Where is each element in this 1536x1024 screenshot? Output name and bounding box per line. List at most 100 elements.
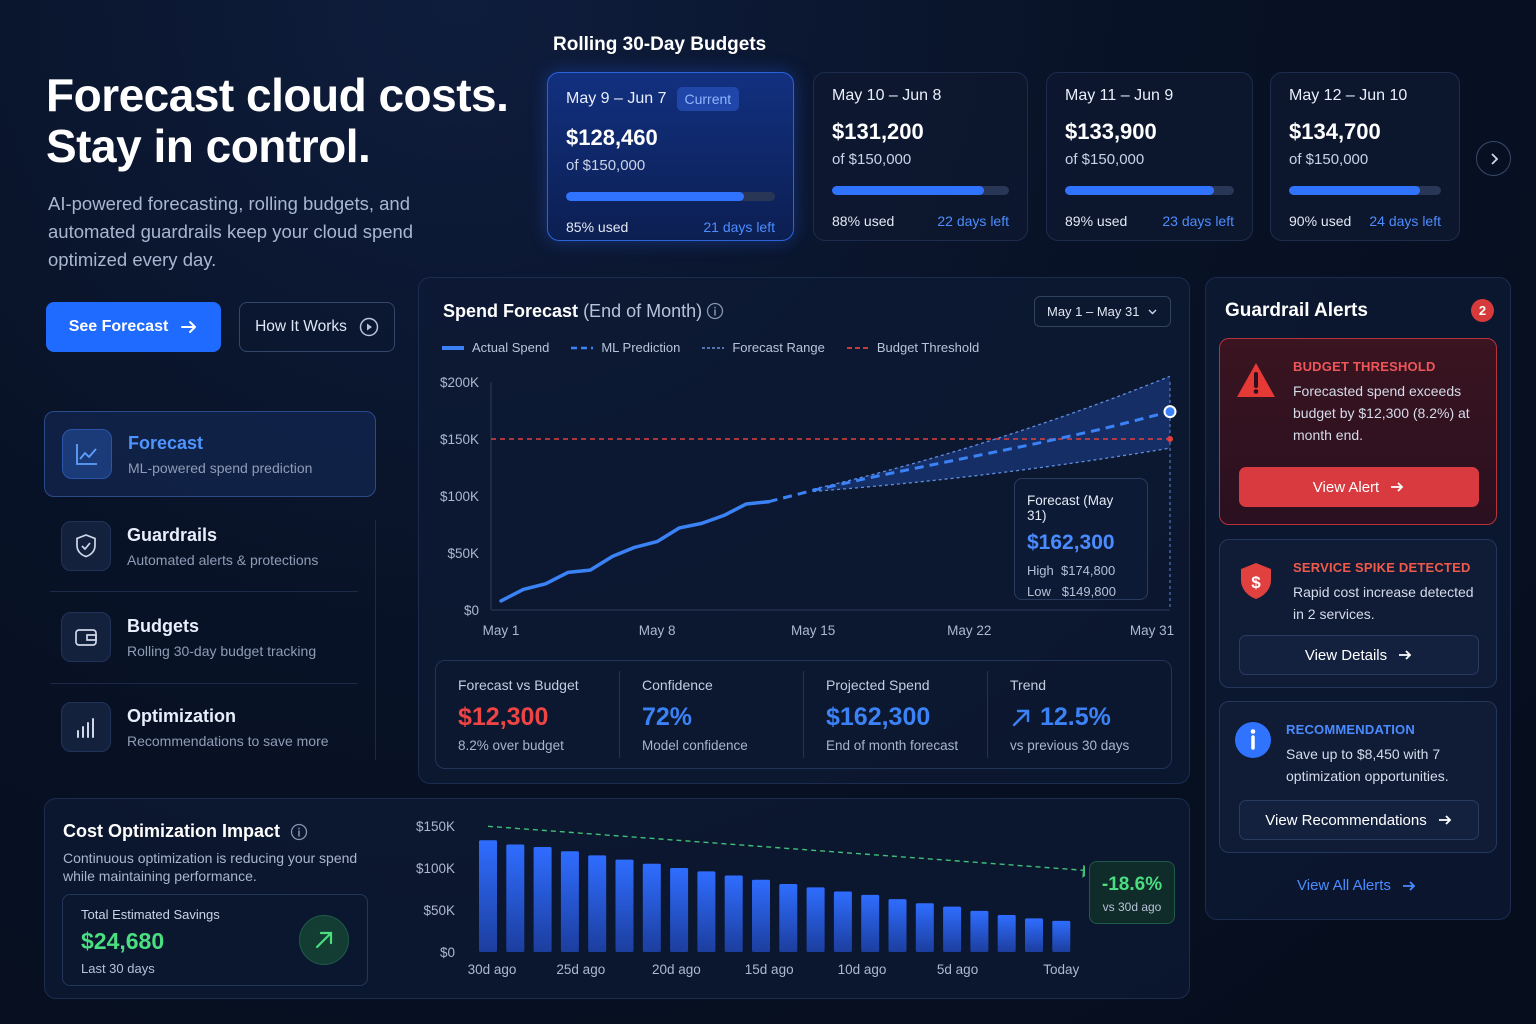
budgets-title: Rolling 30-Day Budgets — [553, 34, 767, 55]
view-alert-button[interactable]: View Alert — [1239, 467, 1479, 507]
view-recommendations-label: View Recommendations — [1265, 811, 1427, 829]
budget-progress-fill — [1065, 186, 1214, 195]
bar — [588, 855, 607, 952]
forecast-title: Spend Forecast (End of Month) — [443, 301, 702, 322]
stat-label: Forecast vs Budget — [458, 677, 579, 693]
stat-label: Trend — [1010, 677, 1047, 693]
stat-sub: vs previous 30 days — [1010, 738, 1130, 753]
next-button[interactable] — [1476, 141, 1511, 176]
stat-projected-spend: Projected Spend $162,300 End of month fo… — [803, 671, 987, 758]
forecast-tooltip: Forecast (May 31) $162,300 High $174,800… — [1014, 478, 1148, 600]
stat-confidence: Confidence 72% Model confidence — [619, 671, 803, 758]
how-it-works-button[interactable]: How It Works — [239, 302, 395, 352]
stat-value: 72% — [642, 703, 693, 731]
warning-icon — [1237, 363, 1275, 397]
x-tick-label: 30d ago — [468, 962, 517, 977]
budget-card[interactable]: May 11 – Jun 9 $133,900 of $150,000 89% … — [1046, 72, 1253, 241]
forecast-range-lower — [813, 447, 1171, 493]
info-icon[interactable] — [290, 823, 308, 841]
tooltip-title: Forecast (May 31) — [1027, 493, 1114, 523]
x-tick-label: May 8 — [639, 623, 676, 638]
stat-label: Projected Spend — [826, 677, 930, 693]
arrow-right-icon — [1402, 880, 1416, 891]
x-tick-label: May 22 — [947, 623, 991, 638]
date-range-select[interactable]: May 1 – May 31 — [1034, 296, 1171, 327]
savings-label: Total Estimated Savings — [81, 907, 220, 922]
savings-value: $24,680 — [81, 928, 165, 954]
nav-item-desc: Rolling 30-day budget tracking — [127, 642, 317, 659]
y-tick-label: $100K — [440, 489, 479, 504]
forecast-range-upper — [813, 375, 1171, 490]
budget-card[interactable]: May 10 – Jun 8 $131,200 of $150,000 88% … — [813, 72, 1028, 241]
legend-label: Actual Spend — [472, 340, 550, 355]
arrow-right-icon — [1391, 482, 1404, 492]
alert-text: Forecasted spend exceeds budget by $12,3… — [1293, 383, 1470, 443]
legend-item: Forecast Range — [702, 340, 825, 355]
budget-amount: $131,200 — [832, 119, 924, 144]
bars-icon — [61, 702, 111, 752]
nav-item-guardrails[interactable]: Guardrails Automated alerts & protections — [44, 503, 376, 589]
budget-range: May 12 – Jun 10 — [1289, 87, 1408, 104]
threshold-end-point — [1167, 436, 1173, 442]
how-it-works-label: How It Works — [255, 318, 347, 335]
bar — [506, 844, 525, 952]
svg-text:$: $ — [1251, 573, 1261, 592]
play-circle-icon — [359, 317, 379, 337]
legend-swatch-actual — [442, 345, 464, 350]
budget-card[interactable]: May 12 – Jun 10 $134,700 of $150,000 90%… — [1270, 72, 1460, 241]
trend-arrowhead — [1082, 864, 1085, 878]
actual-spend-line — [499, 499, 771, 603]
view-details-button[interactable]: View Details — [1239, 635, 1479, 675]
info-icon[interactable] — [706, 302, 724, 320]
nav-item-forecast[interactable]: Forecast ML-powered spend prediction — [44, 411, 376, 497]
view-recommendations-button[interactable]: View Recommendations — [1239, 800, 1479, 840]
forecast-range-band — [813, 376, 1170, 492]
bar — [970, 910, 989, 952]
spend-forecast-chart: $0 $50K $100K $150K $200K May 1 May 8 May 15 May… — [440, 375, 1177, 638]
stat-value: $12,300 — [458, 703, 549, 731]
bar — [642, 863, 661, 952]
bar — [670, 868, 689, 952]
budget-used: 90% used — [1289, 213, 1352, 229]
nav-item-budgets[interactable]: Budgets Rolling 30-day budget tracking — [44, 594, 376, 680]
x-tick-label: Today — [1043, 962, 1079, 977]
arrow-right-icon — [1399, 650, 1412, 660]
nav-item-optimization[interactable]: Optimization Recommendations to save more — [44, 684, 376, 770]
budget-amount: $128,460 — [566, 125, 658, 150]
y-tick-label: $0 — [440, 945, 455, 960]
budget-days-left: 22 days left — [937, 213, 1009, 229]
bar — [779, 883, 798, 952]
stat-label: Confidence — [642, 677, 713, 693]
chevron-right-icon — [1490, 152, 1498, 165]
stat-value: $162,300 — [826, 703, 931, 731]
alert-title: SERVICE SPIKE DETECTED — [1293, 560, 1471, 575]
bar — [1052, 920, 1071, 952]
nav-item-title: Budgets — [127, 615, 199, 636]
hero-title: Forecast cloud costs. Stay in control. — [46, 69, 509, 172]
budget-progress-fill — [566, 192, 744, 201]
alert-service-spike: $ SERVICE SPIKE DETECTED Rapid cost incr… — [1219, 539, 1497, 688]
ml-prediction-line — [768, 410, 1171, 504]
budget-card[interactable]: May 9 – Jun 7 Current $128,460 of $150,00… — [547, 72, 794, 241]
arrow-right-icon — [1438, 815, 1452, 825]
legend-label: ML Prediction — [601, 340, 681, 355]
bar — [479, 840, 497, 952]
y-tick-label: $150K — [440, 432, 479, 447]
bar — [615, 859, 634, 952]
alert-recommendation: RECOMMENDATION Save up to $8,450 with 7 … — [1219, 701, 1497, 853]
budget-total: of $150,000 — [566, 157, 646, 174]
view-all-alerts-link[interactable]: View All Alerts — [1297, 877, 1417, 894]
budget-total: of $150,000 — [832, 151, 912, 168]
bar — [724, 875, 743, 952]
budget-total: of $150,000 — [1289, 151, 1369, 168]
stat-sub: 8.2% over budget — [458, 738, 564, 753]
alert-text: Save up to $8,450 with 7 optimization op… — [1286, 746, 1449, 784]
alerts-count-badge: 2 — [1471, 299, 1494, 322]
dollar-shield-icon: $ — [1241, 563, 1271, 599]
budget-progress — [1289, 186, 1441, 195]
see-forecast-button[interactable]: See Forecast — [46, 302, 221, 352]
budget-range: May 11 – Jun 9 — [1065, 87, 1174, 104]
chevron-down-icon — [1148, 309, 1157, 315]
change-value: -18.6% — [1101, 874, 1163, 895]
arrow-right-icon — [181, 321, 197, 333]
